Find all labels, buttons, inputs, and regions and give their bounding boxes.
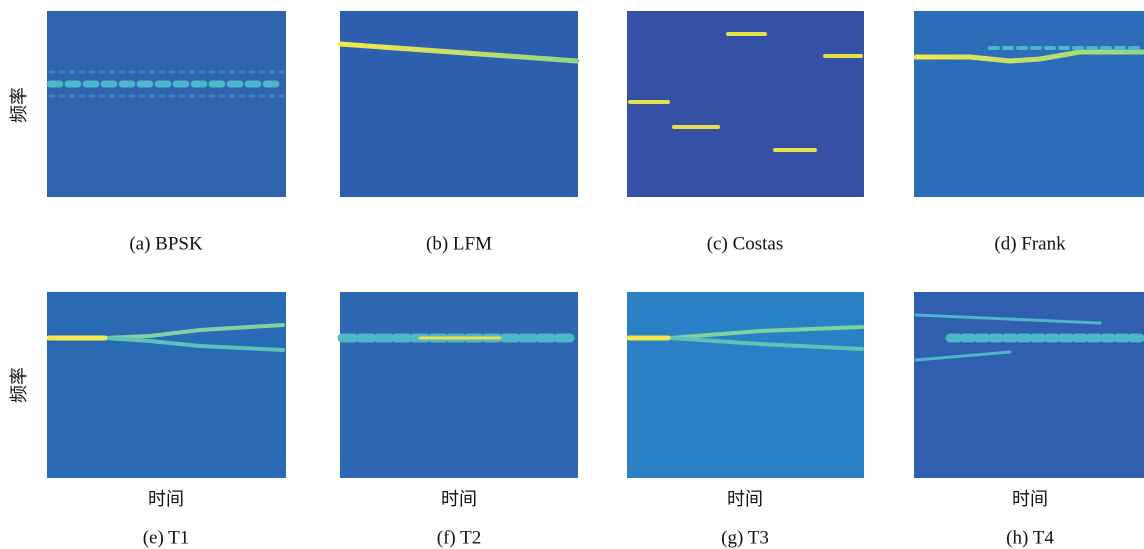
frank-image xyxy=(914,11,1144,197)
x-label: 时间 xyxy=(1012,489,1048,510)
panel-caption: (b) LFM xyxy=(426,233,492,254)
panel-caption: (e) T1 xyxy=(143,527,190,548)
t1-image xyxy=(47,292,286,478)
y-label: 频率 xyxy=(9,87,30,123)
panel-caption: (f) T2 xyxy=(437,527,482,548)
figure: 频率 频率 (a) BPSK (b) LFM (c) Costas (d) Frank… xyxy=(0,0,1144,549)
t2-image xyxy=(340,292,578,478)
lfm-image xyxy=(340,11,578,197)
panel-caption: (d) Frank xyxy=(994,233,1066,254)
panel-caption: (g) T3 xyxy=(721,527,769,548)
x-label: 时间 xyxy=(727,489,763,510)
panel-caption: (a) BPSK xyxy=(129,233,203,254)
bpsk-image xyxy=(47,11,286,197)
panel-images xyxy=(47,11,1144,478)
t3-image xyxy=(627,292,864,478)
y-label: 频率 xyxy=(9,367,30,403)
panel-caption: (c) Costas xyxy=(707,233,784,254)
x-label: 时间 xyxy=(441,489,477,510)
panel-caption: (h) T4 xyxy=(1006,527,1054,548)
x-label: 时间 xyxy=(148,489,184,510)
